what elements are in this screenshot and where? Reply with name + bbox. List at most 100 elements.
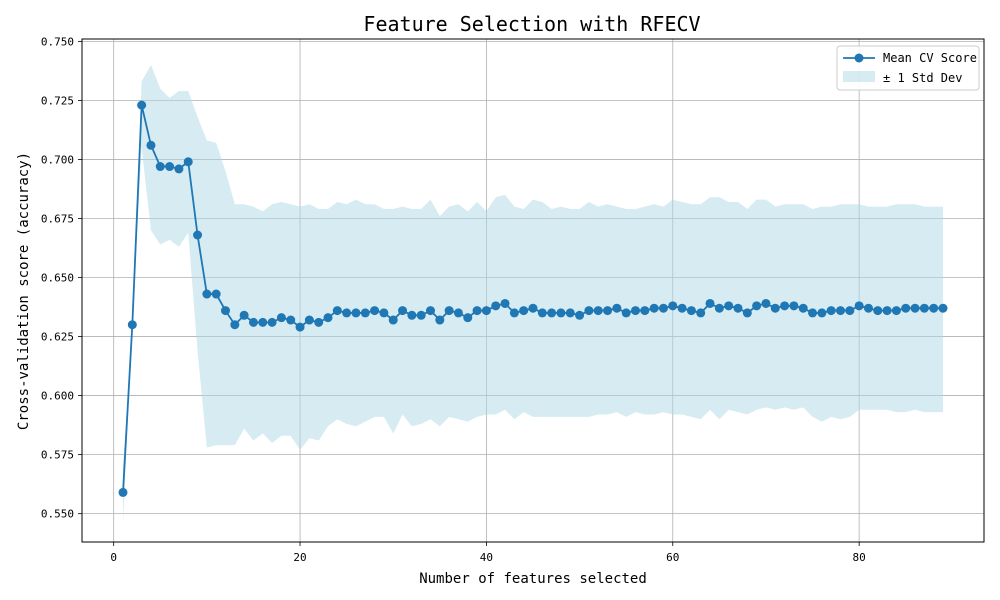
data-point — [481, 306, 491, 316]
data-point — [146, 140, 156, 150]
data-point — [463, 313, 473, 323]
y-tick-label: 0.550 — [41, 508, 74, 521]
data-point — [603, 306, 613, 316]
data-point — [640, 306, 650, 316]
data-point — [230, 320, 240, 330]
data-point — [500, 298, 510, 308]
data-point — [342, 308, 352, 318]
data-point — [556, 308, 566, 318]
data-point — [509, 308, 519, 318]
data-point — [304, 315, 314, 325]
data-point — [295, 322, 305, 332]
legend: Mean CV Score ± 1 Std Dev — [836, 45, 980, 91]
data-point — [901, 303, 911, 313]
y-tick-label: 0.575 — [41, 449, 74, 462]
data-point — [836, 306, 845, 316]
data-point — [426, 306, 435, 316]
x-tick-label: 80 — [853, 551, 866, 564]
data-point — [267, 317, 277, 327]
data-point — [528, 303, 538, 313]
mean-markers — [118, 100, 948, 497]
x-axis-ticks: 0 20 40 60 80 — [110, 542, 866, 564]
data-point — [379, 308, 389, 318]
legend-marker-swatch — [854, 53, 864, 63]
data-point — [323, 313, 333, 323]
data-point — [398, 306, 408, 316]
data-point — [519, 306, 529, 316]
x-axis-label: Number of features selected — [419, 571, 647, 587]
data-point — [817, 308, 827, 318]
plot-frame — [81, 38, 985, 543]
data-point — [155, 162, 165, 172]
data-point — [444, 306, 454, 316]
data-point — [882, 306, 892, 316]
data-point — [332, 306, 342, 316]
data-point — [258, 317, 268, 327]
data-point — [193, 230, 203, 240]
data-point — [929, 303, 939, 313]
data-point — [314, 317, 324, 327]
data-point — [631, 306, 640, 316]
std-band — [123, 64, 943, 524]
data-point — [537, 308, 547, 318]
data-point — [407, 310, 417, 320]
data-point — [696, 308, 706, 318]
data-point — [127, 320, 137, 330]
y-tick-label: 0.675 — [41, 212, 74, 225]
data-point — [248, 317, 258, 327]
data-point — [165, 162, 175, 172]
data-point — [742, 308, 752, 318]
data-point — [798, 303, 808, 313]
y-tick-label: 0.725 — [41, 94, 74, 107]
x-tick-label: 40 — [480, 551, 493, 564]
data-point — [752, 301, 762, 311]
data-point — [873, 306, 883, 316]
y-tick-label: 0.700 — [41, 153, 74, 166]
data-point — [677, 303, 687, 313]
data-point — [789, 301, 799, 311]
data-point — [761, 298, 771, 308]
data-point — [472, 306, 482, 316]
data-point — [239, 310, 249, 320]
x-tick-label: 0 — [110, 551, 117, 564]
data-point — [453, 308, 463, 318]
data-point — [360, 308, 370, 318]
legend-label-std: ± 1 Std Dev — [883, 71, 962, 85]
y-tick-label: 0.750 — [41, 35, 74, 48]
data-point — [565, 308, 575, 318]
data-point — [491, 301, 501, 311]
data-point — [575, 310, 585, 320]
data-point — [808, 308, 818, 318]
data-point — [221, 306, 230, 316]
data-point — [910, 303, 920, 313]
x-tick-label: 60 — [666, 551, 679, 564]
data-point — [854, 301, 864, 311]
data-point — [714, 303, 724, 313]
std-band-layer — [123, 64, 943, 524]
y-tick-label: 0.650 — [41, 272, 74, 285]
data-point — [593, 306, 603, 316]
data-point — [919, 303, 929, 313]
data-point — [416, 310, 426, 320]
chart-title: Feature Selection with RFECV — [363, 12, 700, 36]
data-point — [686, 306, 696, 316]
data-point — [845, 306, 855, 316]
data-point — [276, 313, 286, 323]
data-point — [388, 315, 398, 325]
y-axis-ticks: 0.550 0.575 0.600 0.625 0.650 0.675 0.700 0.725… — [41, 35, 82, 521]
data-point — [668, 301, 678, 311]
data-point — [286, 315, 296, 325]
data-point — [705, 298, 715, 308]
data-point — [938, 303, 948, 313]
y-tick-label: 0.625 — [41, 331, 74, 344]
data-point — [547, 308, 557, 318]
y-tick-label: 0.600 — [41, 390, 74, 403]
data-point — [211, 289, 221, 299]
data-point — [351, 308, 361, 318]
data-point — [202, 289, 212, 299]
legend-label-mean: Mean CV Score — [883, 51, 977, 65]
data-point — [584, 306, 594, 316]
legend-band-swatch — [843, 71, 875, 82]
data-point — [649, 303, 659, 313]
